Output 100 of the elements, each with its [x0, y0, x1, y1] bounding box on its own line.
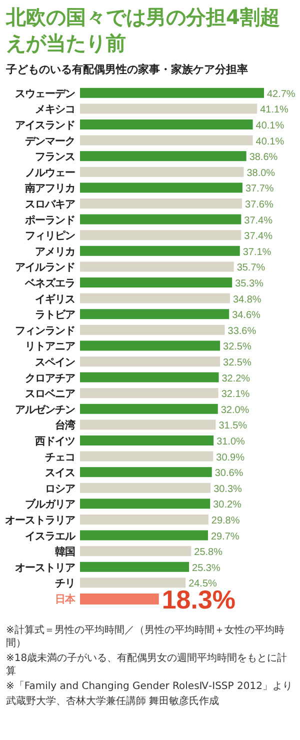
bar: [80, 356, 220, 366]
y-tick-label: スペイン: [35, 356, 75, 368]
data-label: 32.0%: [220, 404, 250, 416]
y-tick-label: スロベニア: [25, 388, 75, 400]
data-label: 32.5%: [223, 357, 252, 368]
chart-title: 北欧の国々では男の分担4割超えが当たり前: [4, 4, 281, 56]
y-tick-label: チリ: [55, 578, 75, 590]
data-label: 30.9%: [216, 452, 245, 464]
bar: [80, 230, 242, 240]
bar: [80, 104, 258, 114]
data-label: 24.5%: [188, 578, 218, 590]
bar: [80, 135, 253, 146]
y-tick-label: 日本: [55, 593, 76, 606]
bar: [80, 562, 190, 572]
bar: [80, 404, 218, 414]
text: 武蔵野大学、杏林大学兼任講師 舞田敏彦氏作成: [6, 695, 220, 708]
text: ※18歳未満の子がいる、有配偶男女の週間平均時間をもとに計算: [6, 652, 288, 678]
data-label: 29.7%: [210, 531, 240, 542]
y-tick-label: ロシア: [45, 482, 75, 495]
bar: [80, 198, 242, 208]
bar: [80, 482, 211, 493]
data-label: 40.1%: [256, 120, 284, 132]
text: ※計算式＝男性の平均時間／（男性の平均時間＋女性の平均時間）: [6, 624, 286, 650]
bar: [80, 340, 220, 351]
bar: [80, 166, 244, 177]
bar: [80, 593, 159, 604]
data-label: 37.4%: [244, 231, 273, 242]
y-tick-label: 西ドイツ: [34, 435, 75, 448]
y-tick-label: ラトビア: [35, 309, 75, 322]
y-tick-label: 南アフリカ: [24, 182, 75, 195]
data-label: 30.3%: [214, 484, 242, 495]
bar: [80, 309, 230, 320]
y-tick-label: スウェーデン: [15, 88, 75, 100]
bar: [80, 182, 242, 193]
bar: [80, 262, 234, 272]
y-tick-label: アイルランド: [15, 262, 75, 274]
y-tick-label: イスラエル: [25, 530, 76, 542]
y-tick-label: ノルウェー: [25, 166, 75, 179]
y-tick-label: アイスランド: [15, 120, 75, 132]
y-tick-label: チェコ: [45, 451, 75, 464]
bar: [80, 388, 218, 398]
text: ※「Family and Changing Gender RolesⅣ-ISSP 2012」より: [6, 680, 294, 694]
data-label: 38.6%: [249, 152, 278, 164]
bar: [80, 372, 219, 382]
data-label: 41.1%: [260, 104, 289, 116]
y-tick-label: ベネズエラ: [24, 277, 75, 290]
data-label: 37.6%: [245, 200, 274, 210]
data-label: 37.4%: [244, 215, 273, 226]
data-label: 33.6%: [228, 326, 256, 337]
bar: [80, 293, 230, 304]
data-label: 34.6%: [232, 310, 261, 322]
data-label: 30.2%: [213, 500, 242, 511]
bar: [80, 277, 232, 288]
y-tick-label: フィンランド: [15, 324, 75, 337]
bar: [80, 467, 212, 478]
y-tick-label: ポーランド: [24, 214, 75, 226]
bar: [80, 420, 216, 430]
y-tick-label: フィリピン: [25, 230, 75, 242]
data-label: 42.7%: [267, 88, 296, 100]
data-label: 32.2%: [222, 373, 250, 384]
bar: [80, 530, 208, 540]
bar: [80, 514, 208, 524]
y-tick-label: 韓国: [54, 546, 75, 558]
y-tick-label: クロアチア: [25, 372, 75, 384]
data-label: 35.7%: [236, 262, 266, 274]
data-label: 40.1%: [256, 136, 284, 148]
y-tick-label: オーストラリア: [5, 514, 75, 526]
bar: [80, 324, 225, 335]
bar: [80, 498, 210, 509]
y-tick-label: メキシコ: [35, 104, 75, 116]
bar: [80, 246, 240, 256]
y-tick-label: 台湾: [55, 420, 76, 432]
y-tick-label: リトアニア: [25, 340, 75, 353]
y-tick-label: スロバキア: [25, 198, 75, 210]
data-label: 31.5%: [218, 420, 248, 432]
y-tick-label: アルゼンチン: [15, 404, 75, 416]
bar: [80, 120, 253, 130]
data-label: 29.8%: [211, 515, 240, 526]
data-label: 25.3%: [192, 562, 220, 574]
data-label: 37.1%: [242, 246, 272, 258]
data-label: 34.8%: [232, 294, 262, 306]
data-label: 30.6%: [214, 468, 244, 480]
data-label: 32.1%: [221, 389, 250, 400]
y-tick-label: デンマーク: [25, 135, 75, 148]
data-label: 25.8%: [194, 547, 223, 558]
bar: [80, 546, 192, 556]
data-label: 37.7%: [245, 184, 274, 195]
chart-subtitle: 子どものいる有配偶男性の家事・家族ケア分担率: [5, 62, 249, 77]
y-tick-label: フランス: [35, 151, 75, 164]
bar: [80, 451, 214, 462]
bar: [80, 151, 246, 162]
y-tick-label: オーストリア: [15, 562, 75, 574]
bar: [80, 88, 264, 98]
data-label: 32.5%: [223, 342, 252, 353]
y-tick-label: ブルガリア: [25, 498, 75, 511]
y-tick-label: アメリカ: [35, 246, 75, 258]
y-tick-label: スイス: [45, 467, 75, 480]
y-tick-label: イギリス: [35, 293, 75, 306]
data-label: 31.0%: [216, 436, 246, 448]
bar: [80, 578, 186, 588]
